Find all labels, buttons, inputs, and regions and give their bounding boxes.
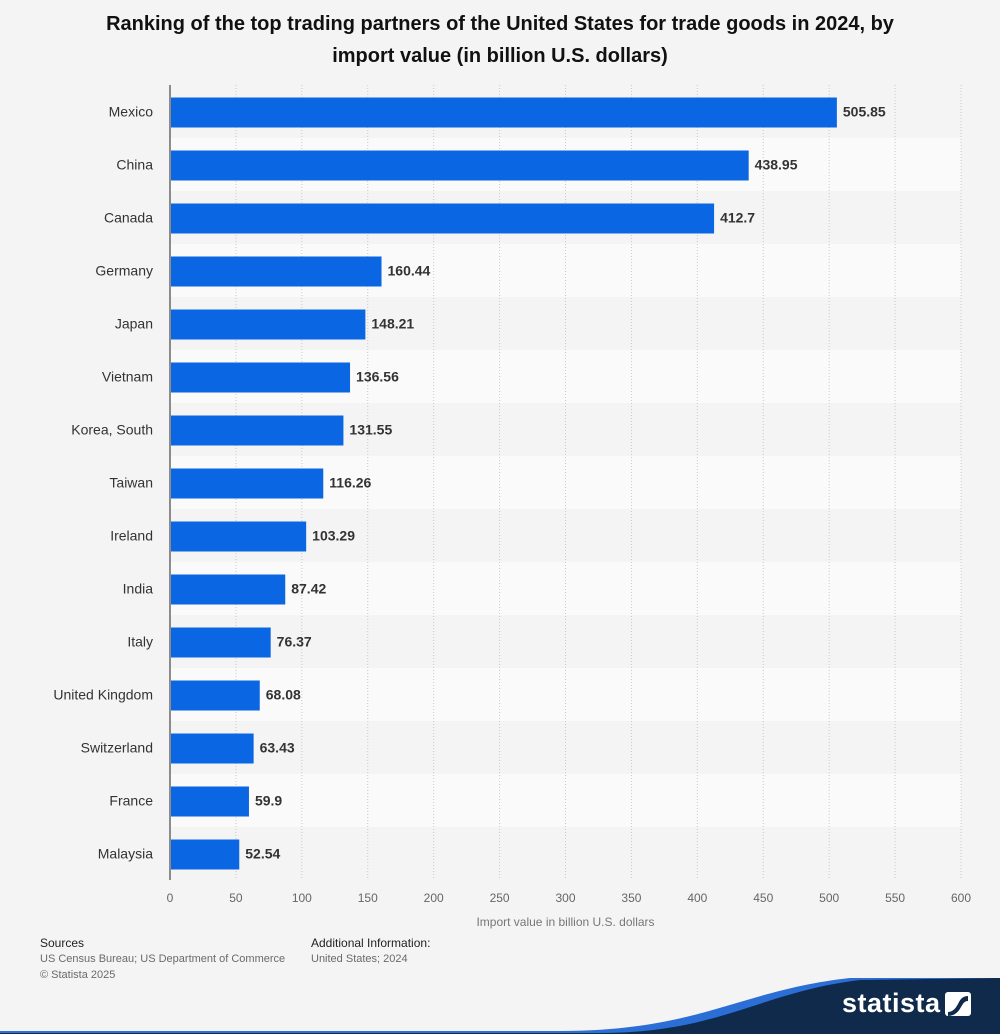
data-label: 505.85 xyxy=(843,104,886,120)
additional-information-heading[interactable]: Additional Information: xyxy=(311,936,431,950)
copyright-text: © Statista 2025 xyxy=(40,969,116,981)
x-tick-label: 150 xyxy=(358,891,378,905)
data-label: 59.9 xyxy=(255,793,282,809)
bar-mexico[interactable] xyxy=(171,97,837,128)
row-band xyxy=(170,615,961,668)
row-band xyxy=(170,774,961,827)
bar-japan[interactable] xyxy=(171,309,366,340)
category-label: Vietnam xyxy=(102,369,153,385)
data-label: 160.44 xyxy=(388,263,431,279)
category-label: Ireland xyxy=(110,528,153,544)
data-label: 76.37 xyxy=(277,634,312,650)
category-label: United Kingdom xyxy=(53,687,153,703)
data-label: 148.21 xyxy=(371,316,414,332)
x-tick-label: 450 xyxy=(753,891,773,905)
x-tick-label: 100 xyxy=(292,891,312,905)
category-label: Switzerland xyxy=(81,740,153,756)
bar-germany[interactable] xyxy=(171,256,382,287)
bar-ireland[interactable] xyxy=(171,521,307,552)
bar-switzerland[interactable] xyxy=(171,733,254,764)
category-label: Malaysia xyxy=(98,846,153,862)
bar-italy[interactable] xyxy=(171,627,271,658)
category-label: China xyxy=(116,157,153,173)
bar-korea-south[interactable] xyxy=(171,415,344,446)
bar-malaysia[interactable] xyxy=(171,839,240,870)
category-label: Japan xyxy=(115,316,153,332)
category-label: Mexico xyxy=(109,104,154,120)
bar-united-kingdom[interactable] xyxy=(171,680,260,711)
category-label: Canada xyxy=(104,210,153,226)
x-tick-label: 0 xyxy=(167,891,174,905)
statista-logo-icon xyxy=(945,992,971,1016)
x-tick-label: 400 xyxy=(687,891,707,905)
category-label: Korea, South xyxy=(71,422,153,438)
x-tick-label: 600 xyxy=(951,891,971,905)
brand-wave xyxy=(0,978,1000,1034)
x-tick-label: 300 xyxy=(555,891,575,905)
x-tick-label: 550 xyxy=(885,891,905,905)
row-band xyxy=(170,562,961,615)
data-label: 412.7 xyxy=(720,210,755,226)
row-band xyxy=(170,721,961,774)
bar-india[interactable] xyxy=(171,574,286,605)
data-label: 136.56 xyxy=(356,369,399,385)
category-label: India xyxy=(123,581,154,597)
data-label: 63.43 xyxy=(260,740,295,756)
category-label: Italy xyxy=(127,634,153,650)
x-tick-label: 350 xyxy=(621,891,641,905)
category-label: France xyxy=(109,793,153,809)
data-label: 438.95 xyxy=(755,157,798,173)
category-label: Germany xyxy=(95,263,153,279)
chart-title: Ranking of the top trading partners of t… xyxy=(106,13,894,67)
additional-information-text: United States; 2024 xyxy=(311,953,408,965)
bar-chart: Mexico 505.85 China 438.95 Canada 412.7 German… xyxy=(53,85,971,929)
data-label: 116.26 xyxy=(329,475,371,491)
sources-text: US Census Bureau; US Department of Comme… xyxy=(40,953,286,965)
brand-wave-shape xyxy=(0,978,1000,1034)
x-tick-label: 250 xyxy=(490,891,510,905)
data-label: 131.55 xyxy=(349,422,392,438)
data-label: 103.29 xyxy=(312,528,355,544)
bar-france[interactable] xyxy=(171,786,249,817)
bar-taiwan[interactable] xyxy=(171,468,324,499)
data-label: 52.54 xyxy=(245,846,280,862)
x-tick-label: 50 xyxy=(229,891,243,905)
sources-heading[interactable]: Sources xyxy=(40,936,85,950)
data-label: 68.08 xyxy=(266,687,301,703)
bar-canada[interactable] xyxy=(171,203,715,234)
statista-logo-text[interactable]: statista xyxy=(842,988,941,1018)
x-tick-label: 200 xyxy=(424,891,444,905)
x-tick-label: 500 xyxy=(819,891,839,905)
data-label: 87.42 xyxy=(291,581,326,597)
bar-vietnam[interactable] xyxy=(171,362,351,393)
x-axis-title: Import value in billion U.S. dollars xyxy=(476,915,654,929)
category-label: Taiwan xyxy=(109,475,153,491)
bar-china[interactable] xyxy=(171,150,749,181)
